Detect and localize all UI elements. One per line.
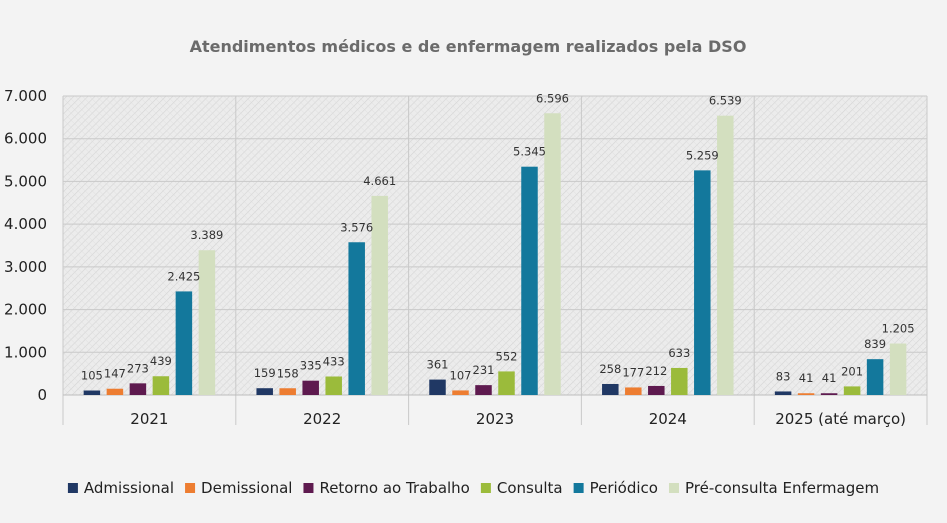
bar-demissional-2024 [625,387,642,395]
data-label: 552 [496,349,518,363]
x-tick-label: 2021 [130,410,168,428]
data-label: 177 [622,365,644,379]
bar-pr-consulta-enfermagem-2025-at-mar-o [889,343,907,395]
data-label: 335 [300,359,322,373]
data-label: 105 [81,369,103,383]
bar-consulta-2024 [671,367,688,395]
data-label: 273 [127,361,149,375]
legend-swatch [185,483,196,493]
bar-admissional-2025-at-mar-o [774,391,792,395]
bar-pr-consulta-enfermagem-2022 [371,195,388,395]
data-label: 439 [150,354,172,368]
legend-item: Periódico [573,479,658,497]
legend-swatch [573,483,584,493]
data-label: 6.539 [709,94,742,108]
bar-peri-dico-2025-at-mar-o [866,359,884,395]
chart-title: Atendimentos médicos e de enfermagem rea… [190,37,747,56]
bar-retorno-ao-trabalho-2024 [648,385,665,395]
legend-label: Pré-consulta Enfermagem [685,479,879,497]
data-label: 5.259 [686,148,719,162]
bar-admissional-2021 [83,390,101,395]
bar-retorno-ao-trabalho-2021 [129,383,147,395]
y-tick-label: 5.000 [4,172,47,190]
data-label: 3.576 [340,220,373,234]
data-label: 6.596 [536,91,569,105]
data-label: 5.345 [513,145,546,159]
bar-admissional-2024 [602,383,619,395]
legend-label: Consulta [497,479,563,497]
data-label: 633 [668,346,690,360]
data-label: 4.661 [363,174,396,188]
bar-peri-dico-2023 [521,166,538,395]
y-tick-label: 4.000 [4,215,47,233]
bar-admissional-2022 [256,388,273,395]
legend-label: Periódico [590,479,658,497]
data-label: 212 [645,364,667,378]
bar-consulta-2022 [325,376,342,395]
legend-swatch [480,483,491,493]
data-label: 433 [323,355,345,369]
data-label: 1.205 [882,322,915,336]
data-label: 258 [599,362,621,376]
y-tick-label: 7.000 [4,87,47,105]
data-label: 83 [776,369,791,383]
legend-swatch [668,483,679,493]
bar-peri-dico-2024 [694,170,711,395]
y-tick-label: 2.000 [4,301,47,319]
y-tick-label: 3.000 [4,258,47,276]
bar-pr-consulta-enfermagem-2021 [198,250,216,395]
bar-demissional-2022 [279,388,296,395]
bar-consulta-2023 [498,371,515,395]
y-tick-label: 1.000 [4,343,47,361]
data-label: 158 [277,366,299,380]
y-tick-label: 0 [37,386,47,404]
data-label: 2.425 [167,269,200,283]
legend-swatch [67,483,78,493]
x-tick-label: 2024 [649,410,687,428]
bar-demissional-2025-at-mar-o [797,393,815,395]
x-tick-label: 2025 (até março) [775,410,906,428]
data-label: 41 [799,371,814,385]
data-label: 201 [841,364,863,378]
legend-label: Demissional [201,479,292,497]
legend-label: Retorno ao Trabalho [319,479,469,497]
data-label: 839 [864,337,886,351]
data-label: 41 [822,371,837,385]
legend-item: Consulta [480,479,563,497]
bar-peri-dico-2022 [348,242,365,395]
legend-swatch [303,483,314,493]
bar-demissional-2023 [452,390,469,395]
legend-item: Pré-consulta Enfermagem [668,479,879,497]
legend-item: Retorno ao Trabalho [303,479,470,497]
bar-retorno-ao-trabalho-2023 [475,385,492,395]
bar-demissional-2021 [106,388,124,395]
bar-retorno-ao-trabalho-2025-at-mar-o [820,393,838,395]
legend: Admissional Demissional Retorno ao Trabalh… [67,479,879,497]
bar-pr-consulta-enfermagem-2023 [544,113,561,396]
data-label: 159 [254,366,276,380]
y-tick-label: 6.000 [4,130,47,148]
legend-item: Demissional [185,479,292,497]
x-tick-label: 2023 [476,410,514,428]
data-label: 147 [104,367,126,381]
bar-pr-consulta-enfermagem-2024 [717,115,734,395]
bar-consulta-2025-at-mar-o [843,386,861,395]
x-tick-label: 2022 [303,410,341,428]
legend-item: Admissional [67,479,174,497]
legend-label: Admissional [84,479,174,497]
data-label: 107 [450,368,472,382]
bar-admissional-2023 [429,379,446,395]
data-label: 3.389 [190,228,223,242]
data-label: 361 [427,358,449,372]
bar-consulta-2021 [152,376,170,395]
data-label: 231 [473,363,495,377]
bar-retorno-ao-trabalho-2022 [302,380,319,395]
bar-peri-dico-2021 [175,291,193,395]
